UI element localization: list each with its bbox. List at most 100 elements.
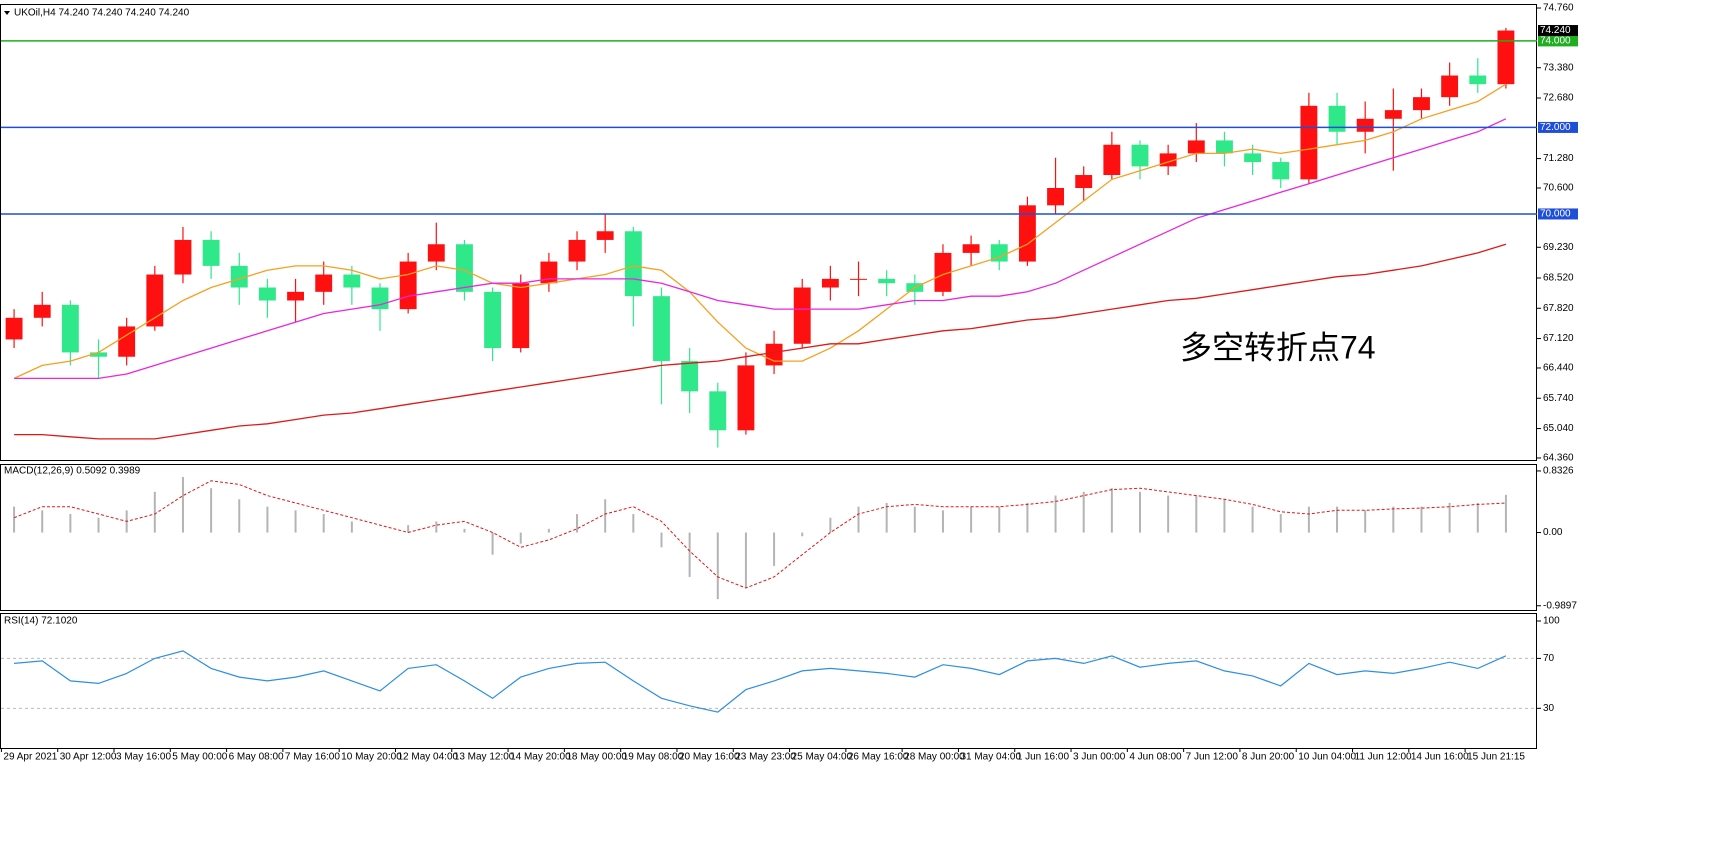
last-price-label: 74.240	[1540, 25, 1571, 36]
candle-body	[512, 283, 530, 349]
x-tick-label: 14 May 20:00	[510, 752, 571, 763]
candle-body	[934, 252, 952, 292]
y-tick-label: 68.520	[1543, 273, 1574, 284]
x-tick-label: 25 May 04:00	[792, 752, 853, 763]
y-tick-label: 74.760	[1543, 3, 1574, 14]
x-tick-label: 7 Jun 12:00	[1186, 752, 1239, 763]
candle-body	[793, 287, 811, 344]
candle-body	[202, 239, 220, 266]
x-tick-label: 19 May 08:00	[623, 752, 684, 763]
level-label: 72.000	[1540, 122, 1571, 133]
y-tick-label: 72.680	[1543, 93, 1574, 104]
x-tick-label: 31 May 04:00	[960, 752, 1021, 763]
candle-body	[343, 274, 361, 288]
candle-body	[1131, 144, 1149, 167]
x-tick-label: 5 May 00:00	[172, 752, 227, 763]
x-tick-label: 4 Jun 08:00	[1129, 752, 1182, 763]
y-tick-label: 71.280	[1543, 153, 1574, 164]
x-tick-label: 28 May 00:00	[904, 752, 965, 763]
x-tick-label: 26 May 16:00	[848, 752, 909, 763]
x-tick-label: 11 Jun 12:00	[1355, 752, 1413, 763]
rsi-pane	[0, 613, 1537, 749]
x-tick-label: 23 May 23:00	[735, 752, 796, 763]
candle-body	[1047, 188, 1064, 206]
y-tick-label: 70	[1543, 653, 1555, 664]
candle-body	[90, 352, 107, 357]
x-tick-label: 7 May 16:00	[285, 752, 340, 763]
moving-average	[14, 243, 1507, 440]
level-label-box	[1538, 208, 1578, 220]
x-tick-label: 30 Apr 12:00	[60, 752, 117, 763]
candle-body	[765, 343, 783, 366]
candle-body	[230, 265, 248, 288]
x-tick-label: 10 Jun 04:00	[1298, 752, 1356, 763]
candle-body	[1441, 75, 1459, 98]
y-tick-label: -0.9897	[1543, 600, 1577, 611]
candle-body	[962, 244, 980, 253]
level-label-box	[1538, 35, 1578, 47]
candle-body	[484, 291, 502, 349]
candle-body	[1356, 118, 1374, 132]
candle-body	[33, 304, 51, 318]
candle-body	[1328, 105, 1346, 132]
candle-body	[5, 317, 23, 340]
candle-body	[1244, 153, 1262, 163]
x-tick-label: 14 Jun 16:00	[1411, 752, 1469, 763]
candle-body	[878, 278, 896, 284]
level-label: 74.000	[1540, 36, 1571, 47]
macd-signal	[13, 480, 1506, 589]
level-label: 70.000	[1540, 209, 1571, 220]
candle-body	[61, 304, 79, 353]
candle-body	[624, 231, 642, 297]
candle-body	[540, 261, 558, 284]
y-tick-label: 67.120	[1543, 333, 1574, 344]
candle-body	[709, 391, 727, 431]
candle-body	[1300, 105, 1318, 180]
candle-body	[287, 291, 304, 301]
y-tick-label: 67.820	[1543, 303, 1574, 314]
y-tick-label: 30	[1543, 703, 1555, 714]
candle-body	[990, 244, 1008, 262]
candle-body	[1216, 140, 1233, 154]
annotation: 多空转折点74	[1180, 329, 1376, 365]
candle-body	[821, 278, 839, 288]
macd-pane	[0, 464, 1537, 611]
x-tick-label: 10 May 20:00	[341, 752, 402, 763]
y-tick-label: 64.360	[1543, 453, 1574, 464]
y-tick-label: 70.600	[1543, 183, 1574, 194]
candle-body	[174, 239, 192, 275]
candle-body	[1413, 97, 1430, 111]
menu-triangle[interactable]	[4, 11, 10, 15]
candle-body	[258, 287, 276, 301]
candle-body	[681, 361, 699, 392]
y-tick-label: 100	[1543, 616, 1560, 627]
rsi-title: RSI(14) 72.1020	[4, 616, 78, 627]
x-tick-label: 6 May 08:00	[229, 752, 284, 763]
x-tick-label: 3 May 16:00	[116, 752, 171, 763]
x-tick-label: 8 Jun 20:00	[1242, 752, 1295, 763]
y-tick-label: 0.8326	[1543, 466, 1574, 477]
candle-body	[1018, 205, 1036, 262]
candle-body	[737, 365, 755, 431]
candle-body	[1187, 140, 1205, 154]
candle-body	[568, 239, 586, 262]
x-tick-label: 29 Apr 2021	[3, 752, 57, 763]
main-pane	[0, 4, 1537, 461]
x-tick-label: 12 May 04:00	[397, 752, 458, 763]
x-tick-label: 18 May 00:00	[566, 752, 627, 763]
y-tick-label: 66.440	[1543, 363, 1574, 374]
candle-body	[146, 274, 164, 327]
candle-body	[315, 274, 333, 292]
candle-body	[427, 244, 445, 262]
moving-average	[14, 118, 1507, 380]
candle-body	[1075, 175, 1093, 189]
x-tick-label: 13 May 12:00	[454, 752, 515, 763]
macd-title: MACD(12,26,9) 0.5092 0.3989	[4, 466, 141, 477]
x-tick-label: 20 May 16:00	[679, 752, 740, 763]
candle-body	[1497, 30, 1515, 85]
candle-body	[653, 296, 670, 362]
y-tick-label: 65.740	[1543, 393, 1574, 404]
last-price-box	[1538, 25, 1578, 37]
y-tick-label: 69.230	[1543, 242, 1574, 253]
